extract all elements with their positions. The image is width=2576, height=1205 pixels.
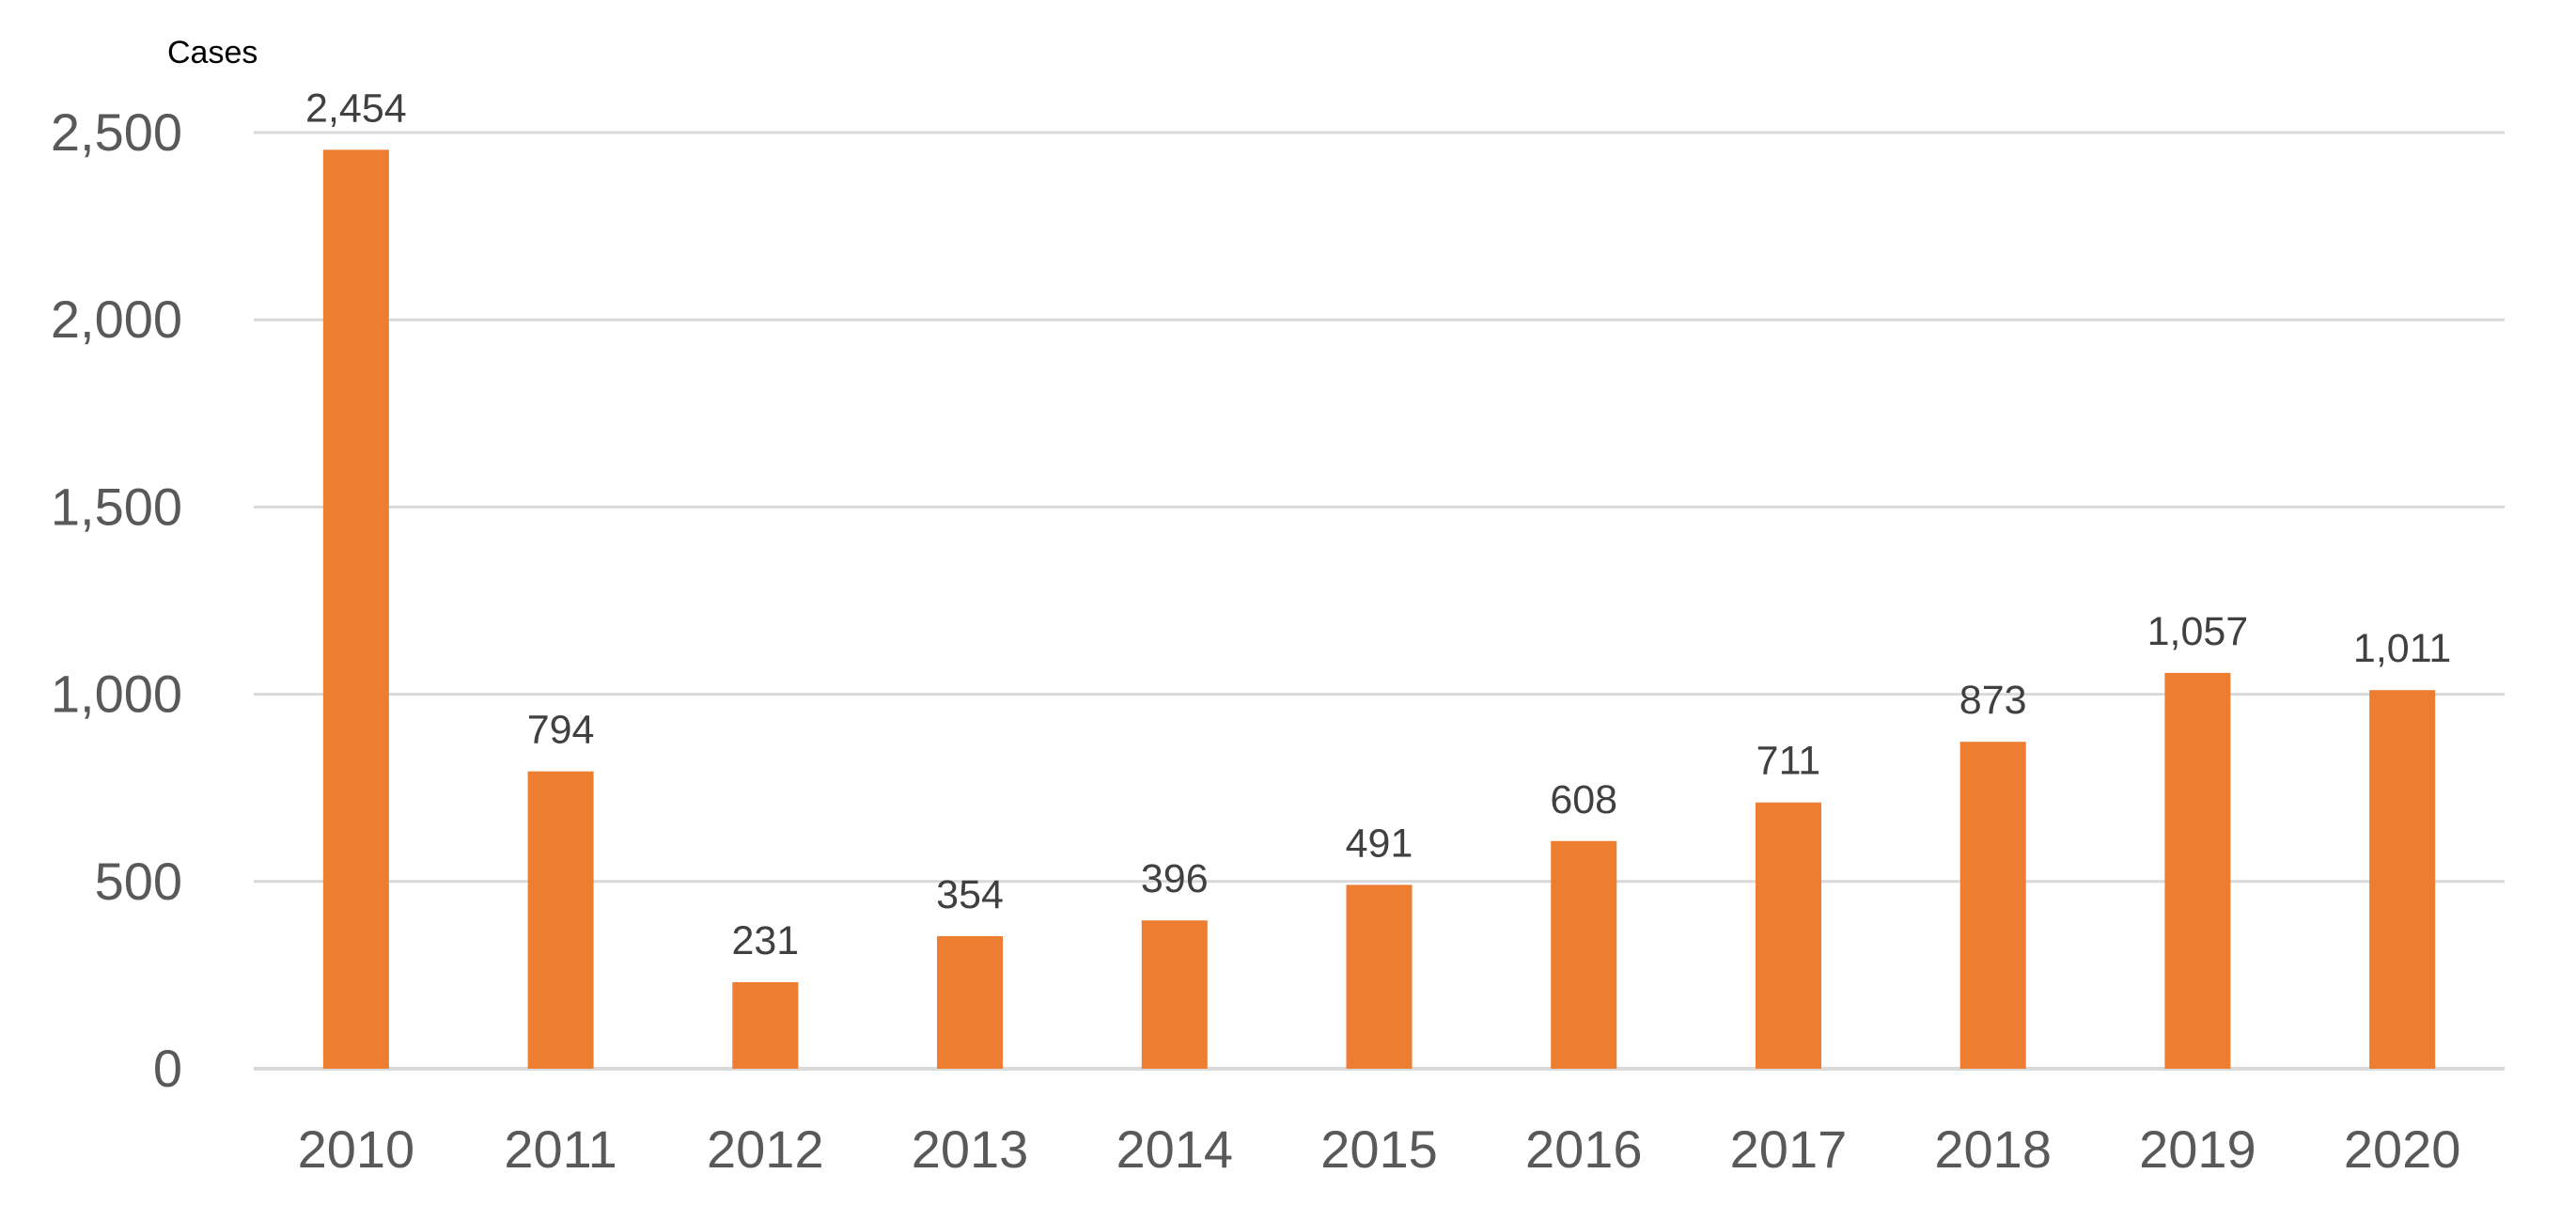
- y-tick-label: 2,000: [51, 290, 182, 349]
- bar: [322, 149, 389, 1069]
- y-tick-label: 1,000: [51, 665, 182, 724]
- x-tick-label: 2013: [912, 1119, 1029, 1179]
- bar: [2164, 672, 2231, 1069]
- y-axis-ticks: 0 500 1,000 1,500 2,000 2,500: [51, 102, 182, 1098]
- data-label: 608: [1550, 777, 1617, 822]
- bars: [322, 149, 2436, 1069]
- data-label: 711: [1756, 739, 1821, 784]
- bar: [1959, 742, 2026, 1069]
- bar: [1346, 884, 1413, 1069]
- x-tick-label: 2012: [707, 1119, 824, 1179]
- x-tick-label: 2020: [2344, 1119, 2461, 1179]
- x-tick-label: 2011: [504, 1119, 617, 1179]
- x-tick-label: 2016: [1525, 1119, 1643, 1179]
- data-label: 231: [731, 918, 799, 963]
- data-label: 2,454: [305, 86, 407, 131]
- gridlines: [254, 131, 2505, 1071]
- bar: [1551, 840, 1617, 1069]
- y-axis-unit-label: Cases: [167, 35, 258, 70]
- bar: [732, 981, 799, 1069]
- bar: [1755, 802, 1821, 1069]
- x-tick-label: 2010: [298, 1119, 415, 1179]
- bar: [1141, 920, 1208, 1069]
- data-label: 491: [1346, 821, 1413, 866]
- y-tick-label: 500: [95, 852, 182, 911]
- x-tick-label: 2015: [1320, 1119, 1438, 1179]
- data-label: 354: [936, 872, 1004, 917]
- y-tick-label: 0: [153, 1039, 182, 1098]
- data-labels: 2,454 794 231 354 396 491 608 711 873 1,057 1,011: [305, 86, 2451, 963]
- bar: [937, 935, 1004, 1069]
- data-label: 1,057: [2147, 609, 2249, 654]
- bar: [527, 771, 594, 1069]
- x-tick-label: 2017: [1730, 1119, 1848, 1179]
- x-tick-label: 2018: [1934, 1119, 2052, 1179]
- bar: [2369, 690, 2436, 1069]
- data-label: 794: [527, 708, 595, 753]
- x-axis-ticks: 2010 2011 2012 2013 2014 2015 2016 2017 2018 2019…: [298, 1119, 2461, 1179]
- y-tick-label: 1,500: [51, 477, 182, 536]
- data-label: 1,011: [2353, 626, 2451, 671]
- x-tick-label: 2019: [2139, 1119, 2256, 1179]
- x-tick-label: 2014: [1116, 1119, 1233, 1179]
- y-tick-label: 2,500: [51, 102, 182, 162]
- data-label: 873: [1959, 678, 2027, 723]
- data-label: 396: [1141, 856, 1209, 901]
